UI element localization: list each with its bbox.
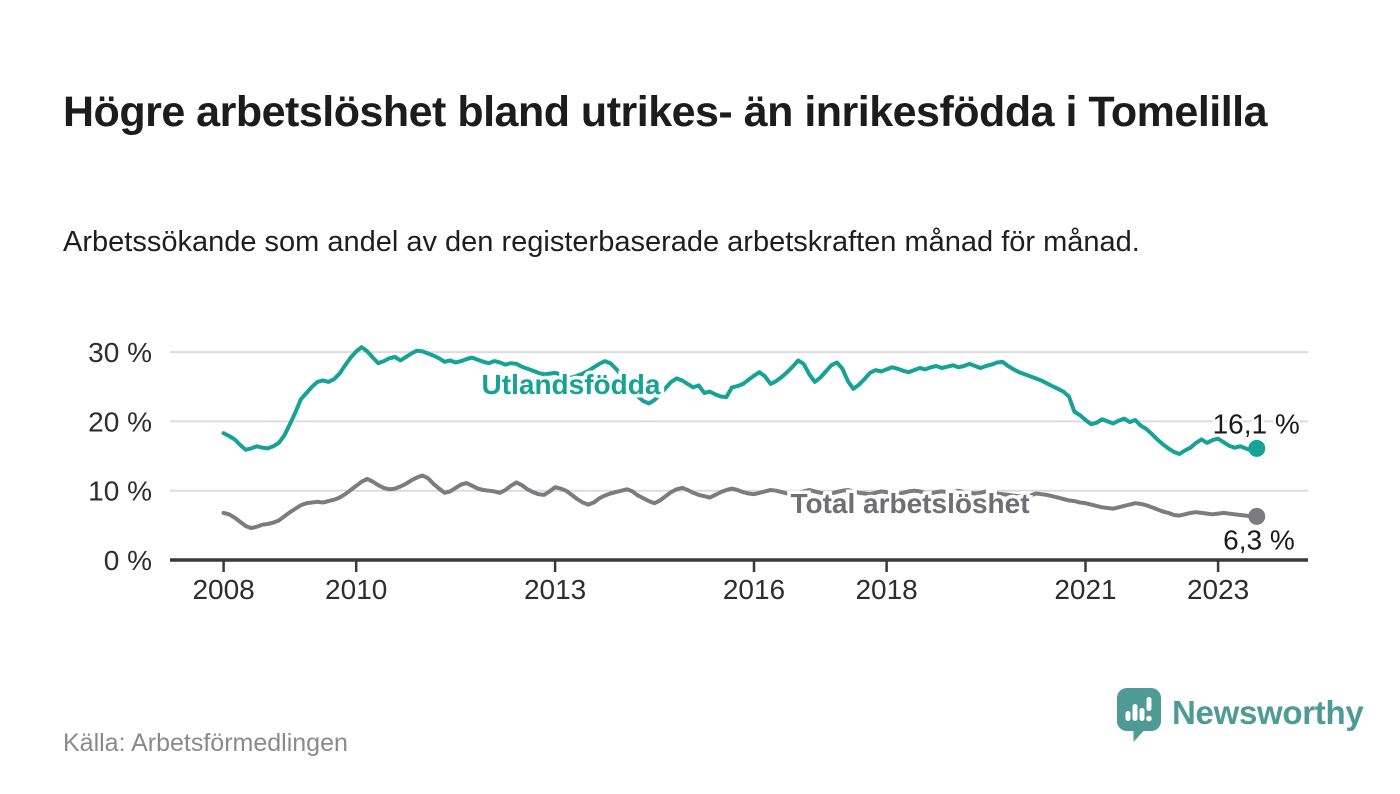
- series-line-1: [221, 473, 1259, 531]
- x-tick-label-2016: 2016: [723, 574, 785, 605]
- x-tick-label-2023: 2023: [1187, 574, 1249, 605]
- series-end-value-label-0: 16,1 %: [1213, 408, 1300, 439]
- series-end-value-label-1: 6,3 %: [1223, 524, 1295, 555]
- series-inline-label-0: Utlandsfödda: [482, 369, 661, 400]
- x-tick-label-2010: 2010: [325, 574, 387, 605]
- x-tick-label-2018: 2018: [855, 574, 917, 605]
- unemployment-line-chart: 2008 2010 2013 2016 2018 2021 2023 0 % 10 % 20 % 3…: [0, 325, 1400, 625]
- y-tick-label-30: 30 %: [88, 337, 152, 368]
- newsworthy-logo: Newsworthy: [1116, 687, 1364, 745]
- x-tick-label-2013: 2013: [524, 574, 586, 605]
- series-end-dot-0: [1248, 439, 1266, 457]
- source-caption: Källa: Arbetsförmedlingen: [63, 729, 348, 757]
- page-subtitle: Arbetssökande som andel av den registerb…: [63, 226, 1140, 258]
- y-tick-label-20: 20 %: [88, 406, 152, 437]
- series-end-dot-1: [1248, 507, 1266, 525]
- newsworthy-bubble-chart-icon: [1117, 688, 1161, 742]
- series-inline-label-1: Total arbetslöshet: [790, 488, 1029, 519]
- y-tick-label-10: 10 %: [88, 476, 152, 507]
- page-title: Högre arbetslöshet bland utrikes- än inr…: [63, 87, 1268, 136]
- x-tick-label-2008: 2008: [192, 574, 254, 605]
- newsworthy-wordmark: Newsworthy: [1172, 694, 1364, 731]
- chart-canvas: 2008 2010 2013 2016 2018 2021 2023 0 % 10 % 20 % 3…: [88, 337, 1308, 605]
- x-tick-label-2021: 2021: [1054, 574, 1116, 605]
- series-line-0: [221, 345, 1259, 456]
- y-tick-label-0: 0 %: [104, 545, 152, 576]
